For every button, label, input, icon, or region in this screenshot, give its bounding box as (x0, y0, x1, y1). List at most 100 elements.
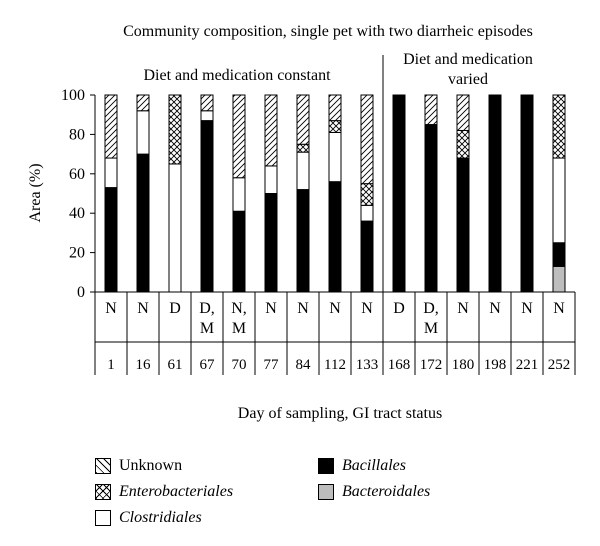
day-label: 16 (136, 357, 152, 373)
legend-swatch (318, 484, 334, 500)
bar-segment-bacillales (488, 94, 502, 293)
legend-label: Bacteroidales (342, 483, 431, 500)
status-label: D, (199, 300, 215, 317)
bar-segment-clostridiales (232, 177, 246, 212)
status-label: M (424, 320, 438, 337)
legend-label: Unknown (119, 457, 183, 474)
bar-segment-bacteroidales (552, 265, 566, 293)
day-label: 168 (388, 357, 411, 373)
bar-segment-clostridiales (136, 110, 150, 155)
status-label: N (265, 300, 277, 317)
bar-segment-clostridiales (552, 157, 566, 244)
plot-area: 0 20 40 60 80 100 N 1 N 16 D 61 D, M 67 N, M 70 N 77 N 84 N 112… (61, 87, 576, 375)
bar-segment-enterobacteriales (168, 94, 182, 165)
bar-segment-bacillales (264, 193, 278, 293)
bar-segment-bacillales (392, 94, 406, 293)
y-axis-label: Area (%) (27, 163, 44, 222)
bar-segment-bacillales (136, 153, 150, 293)
bar-segment-unknown (200, 94, 214, 112)
status-label: N (553, 300, 565, 317)
bar-segment-clostridiales (264, 165, 278, 194)
y-tick-label: 60 (69, 166, 85, 183)
legend-label: Clostridiales (119, 509, 202, 526)
bar-segment-bacillales (232, 210, 246, 293)
bar-segment-unknown (232, 94, 246, 179)
bar-segment-bacillales (296, 189, 310, 293)
status-label: D (169, 300, 181, 317)
status-label: M (200, 320, 214, 337)
legend-label: Bacillales (342, 457, 406, 474)
status-label: N (457, 300, 469, 317)
x-axis-label: Day of sampling, GI tract status (238, 405, 442, 422)
day-label: 180 (452, 357, 475, 373)
y-tick-label: 0 (77, 284, 85, 301)
bar-segment-bacillales (520, 94, 534, 293)
legend-swatch (95, 458, 111, 474)
status-label: N (361, 300, 373, 317)
bar-segment-clostridiales (360, 204, 374, 222)
bar-segment-enterobacteriales (360, 183, 374, 206)
status-label: D, (423, 300, 439, 317)
legend-item-unknown: Unknown (95, 457, 182, 475)
legend-swatch (95, 484, 111, 500)
bar-segment-unknown (424, 94, 438, 126)
bar-segment-clostridiales (296, 151, 310, 191)
legend-item-clostridiales: Clostridiales (95, 509, 202, 527)
y-tick-label: 80 (69, 126, 85, 143)
day-label: 198 (484, 357, 507, 373)
region-label-varied-line2: varied (448, 71, 488, 88)
legend-label: Enterobacteriales (119, 483, 234, 500)
bar-segment-unknown (296, 94, 310, 145)
bar-segment-bacillales (328, 181, 342, 293)
y-tick-label: 20 (69, 245, 85, 262)
day-label: 67 (200, 357, 216, 373)
bar-segment-bacillales (104, 187, 118, 293)
legend-swatch (318, 458, 334, 474)
status-label: N (489, 300, 501, 317)
day-label: 77 (264, 357, 280, 373)
bar-segment-bacillales (552, 242, 566, 267)
bar-segment-enterobacteriales (552, 94, 566, 159)
status-label: N (105, 300, 117, 317)
region-label-varied-line1: Diet and medication (403, 51, 533, 68)
y-tick-label: 40 (69, 205, 85, 222)
bar-segment-clostridiales (168, 163, 182, 293)
bar-segment-unknown (328, 94, 342, 122)
legend-swatch (95, 510, 111, 526)
region-label-constant: Diet and medication constant (143, 67, 331, 84)
bar-segment-enterobacteriales (328, 120, 342, 133)
day-label: 70 (232, 357, 247, 373)
y-tick-label: 100 (61, 87, 85, 104)
day-label: 133 (356, 357, 379, 373)
status-label: N (329, 300, 341, 317)
day-label: 112 (324, 357, 346, 373)
day-label: 252 (548, 357, 571, 373)
status-label: N (521, 300, 533, 317)
bar-segment-bacillales (424, 124, 438, 293)
bar-segment-enterobacteriales (456, 129, 470, 159)
status-label: N (137, 300, 149, 317)
day-label: 172 (420, 357, 443, 373)
day-label: 61 (168, 357, 183, 373)
bar-segment-enterobacteriales (296, 143, 310, 153)
status-label: N (297, 300, 309, 317)
day-label: 221 (516, 357, 539, 373)
bar-segment-clostridiales (200, 110, 214, 122)
status-label: D (393, 300, 405, 317)
legend-item-bacillales: Bacillales (318, 457, 406, 475)
chart-title: Community composition, single pet with t… (123, 23, 533, 40)
bar-segment-unknown (104, 94, 118, 159)
status-label: N, (231, 300, 247, 317)
bar-segment-bacillales (360, 220, 374, 293)
bar-segment-bacillales (200, 120, 214, 293)
bar-segment-unknown (456, 94, 470, 131)
legend-item-enterobacteriales: Enterobacteriales (95, 483, 233, 501)
bar-segment-unknown (264, 94, 278, 167)
legend-item-bacteroidales: Bacteroidales (318, 483, 430, 501)
bar-segment-unknown (136, 94, 150, 112)
day-label: 1 (107, 357, 115, 373)
bar-segment-bacillales (456, 157, 470, 293)
day-label: 84 (296, 357, 312, 373)
status-label: M (232, 320, 246, 337)
